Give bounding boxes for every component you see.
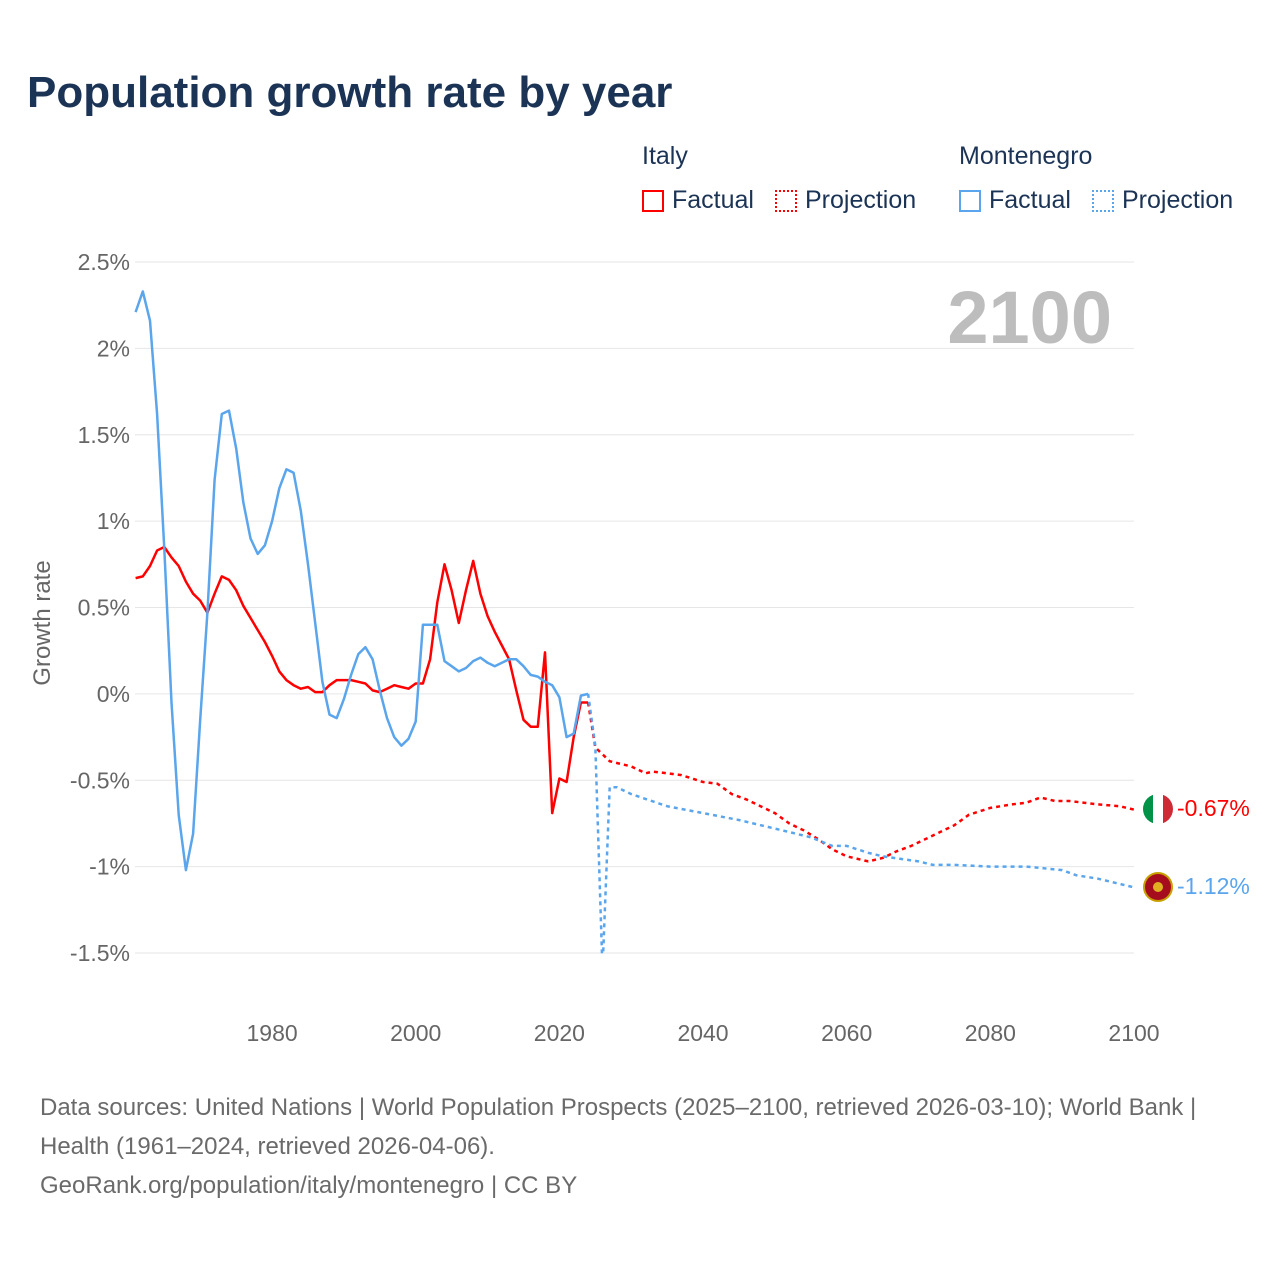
x-tick-label: 1980 xyxy=(246,1020,297,1046)
italy-projection-line xyxy=(586,702,1135,863)
y-tick-label: 2.5% xyxy=(78,249,130,275)
x-tick-label: 2040 xyxy=(677,1020,728,1046)
y-tick-label: 0% xyxy=(97,681,130,707)
legend-montenegro-projection[interactable]: Projection xyxy=(1092,186,1233,215)
y-tick-label: -1.5% xyxy=(70,940,130,966)
montenegro-end-label: -1.12% xyxy=(1177,873,1250,899)
legend-group-montenegro: Montenegro xyxy=(959,142,1093,170)
x-tick-label: 2000 xyxy=(390,1020,441,1046)
x-tick-label: 2100 xyxy=(1108,1020,1159,1046)
legend-label: Projection xyxy=(1122,186,1234,214)
footer: Data sources: United Nations | World Pop… xyxy=(40,1088,1240,1205)
source-link[interactable]: GeoRank.org/population/italy/montenegro … xyxy=(40,1172,578,1199)
x-tick-label: 2060 xyxy=(821,1020,872,1046)
y-tick-label: -1% xyxy=(89,854,130,880)
legend-swatch-dotted xyxy=(775,189,797,212)
legend-swatch-solid xyxy=(959,189,981,212)
series-end-markers: -0.67% -1.12% xyxy=(1143,794,1250,902)
italy-factual-line xyxy=(135,545,589,815)
legend-label: Factual xyxy=(989,186,1071,214)
y-axis-ticks: 2.5% 2% 1.5% 1% 0.5% 0% -0.5% -1% -1.5% xyxy=(70,249,130,966)
y-tick-label: 1% xyxy=(97,508,130,534)
x-axis-ticks: 1980 2000 2020 2040 2060 2080 2100 xyxy=(246,1020,1159,1046)
italy-flag-icon xyxy=(1143,794,1173,824)
legend-italy-projection[interactable]: Projection xyxy=(775,186,916,215)
y-tick-label: 2% xyxy=(97,335,130,361)
italy-end-label: -0.67% xyxy=(1177,795,1250,821)
legend-swatch-dotted xyxy=(1092,189,1114,212)
x-tick-label: 2080 xyxy=(965,1020,1016,1046)
legend-montenegro-factual[interactable]: Factual xyxy=(959,186,1071,215)
legend-label: Factual xyxy=(672,186,754,214)
chart-title: Population growth rate by year xyxy=(27,68,673,117)
legend-swatch-solid xyxy=(642,189,664,212)
y-tick-label: 0.5% xyxy=(78,595,130,621)
montenegro-factual-line xyxy=(134,290,589,872)
legend-label: Projection xyxy=(805,186,917,214)
montenegro-flag-icon xyxy=(1143,872,1173,902)
legend-italy-factual[interactable]: Factual xyxy=(642,186,754,215)
legend-group-italy: Italy xyxy=(642,142,688,170)
y-axis-label: Growth rate xyxy=(29,560,56,685)
gridlines xyxy=(135,261,1134,954)
series-lines xyxy=(134,290,1135,954)
y-tick-label: 1.5% xyxy=(78,422,130,448)
x-tick-label: 2020 xyxy=(534,1020,585,1046)
y-tick-label: -0.5% xyxy=(70,767,130,793)
montenegro-projection-line xyxy=(586,693,1135,954)
year-overlay: 2100 xyxy=(947,276,1112,359)
data-sources: Data sources: United Nations | World Pop… xyxy=(40,1094,1197,1160)
